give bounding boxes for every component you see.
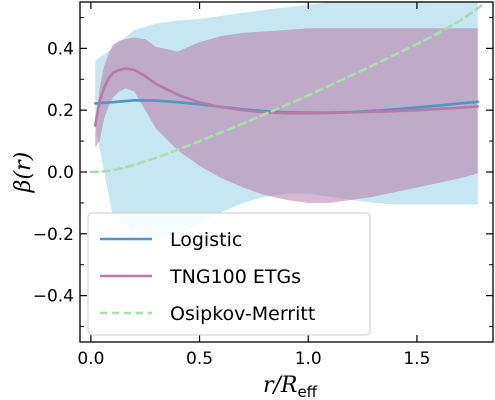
legend: Logistic TNG100 ETGs Osipkov-Merritt (87, 212, 371, 336)
uncertainty-bands (95, 2, 478, 240)
x-axis-label-main: r/R (263, 373, 298, 398)
y-tick-label: 0.4 (47, 39, 74, 59)
legend-box (87, 212, 371, 336)
x-tick-label: 1.5 (403, 349, 430, 369)
line-osipkov-merritt (89, 3, 484, 174)
y-tick-label: 0.2 (47, 101, 74, 121)
y-tick-label: −0.4 (33, 287, 74, 307)
legend-label-logistic: Logistic (170, 229, 242, 251)
y-tick-label: −0.2 (33, 225, 74, 245)
x-tick-label: 0.5 (186, 349, 213, 369)
x-tick-label: 1.0 (295, 349, 322, 369)
axis-ticks: 0.0 0.5 1.0 1.5 −0.4 −0.2 0.0 0.2 0.4 (33, 2, 493, 369)
x-axis-label: r/Reff (263, 373, 318, 400)
legend-label-osipkov-merritt: Osipkov-Merritt (170, 303, 315, 325)
x-tick-label: 0.0 (77, 349, 104, 369)
series-lines (89, 3, 484, 174)
band-tng100-etgs (95, 28, 478, 203)
line-tng100-etgs (93, 67, 480, 127)
y-tick-label: 0.0 (47, 163, 74, 183)
y-axis-label: β(r) (11, 152, 36, 193)
x-axis-label-subscript: eff (297, 383, 317, 400)
legend-label-tng100-etgs: TNG100 ETGs (169, 266, 301, 288)
